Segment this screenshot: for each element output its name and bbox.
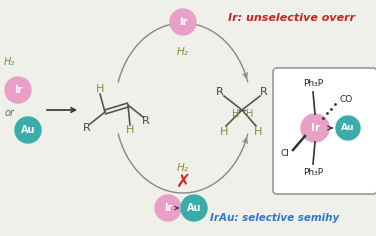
Circle shape — [336, 116, 360, 140]
Text: H: H — [246, 109, 254, 119]
Text: IrAu: selective semihy: IrAu: selective semihy — [210, 213, 339, 223]
Text: Ir: Ir — [311, 123, 320, 133]
Text: R: R — [142, 116, 150, 126]
Text: R: R — [216, 87, 224, 97]
Text: H: H — [220, 127, 228, 137]
Circle shape — [5, 77, 31, 103]
Text: H: H — [254, 127, 262, 137]
Text: H: H — [126, 125, 134, 135]
Text: R: R — [83, 123, 91, 133]
Circle shape — [170, 9, 196, 35]
Text: H₂: H₂ — [4, 57, 15, 67]
Circle shape — [301, 114, 329, 142]
Text: Ph₃P: Ph₃P — [303, 79, 323, 88]
Text: H₂: H₂ — [177, 163, 189, 173]
Text: Ir: Ir — [179, 17, 187, 27]
Circle shape — [15, 117, 41, 143]
Text: Ph₃P: Ph₃P — [303, 168, 323, 177]
Text: ✗: ✗ — [176, 173, 191, 191]
Text: Cl: Cl — [280, 149, 289, 159]
Text: or: or — [5, 108, 15, 118]
Text: Au: Au — [187, 203, 201, 213]
Text: Ir: Ir — [164, 203, 172, 213]
Text: Au: Au — [341, 123, 355, 132]
Text: H: H — [96, 84, 104, 94]
Circle shape — [155, 195, 181, 221]
Text: Ir: Ir — [14, 85, 22, 95]
Text: Au: Au — [21, 125, 35, 135]
Text: Ir: unselective overr: Ir: unselective overr — [228, 13, 355, 23]
Text: H: H — [232, 109, 240, 119]
Text: CO: CO — [339, 96, 352, 105]
Text: H₂: H₂ — [177, 47, 189, 57]
FancyBboxPatch shape — [273, 68, 376, 194]
Text: R: R — [260, 87, 268, 97]
Circle shape — [181, 195, 207, 221]
